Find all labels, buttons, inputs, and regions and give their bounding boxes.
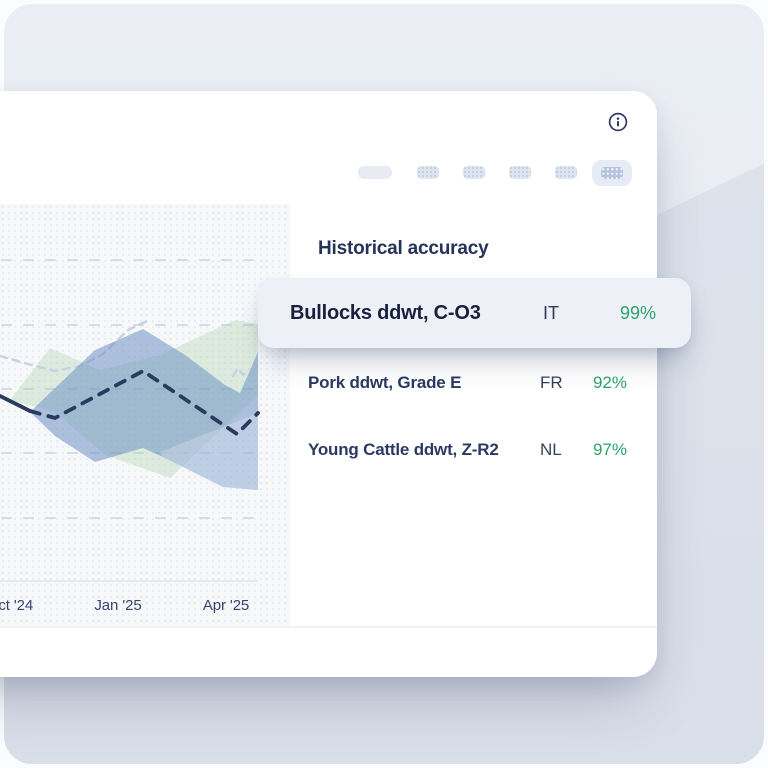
- accuracy-row-pork[interactable]: Pork ddwt, Grade E FR 92%: [290, 371, 657, 395]
- forecast-card: Oct '24 Jan '25 Apr '25 Historical accur…: [0, 91, 691, 677]
- toolbar-item-1[interactable]: [358, 166, 392, 179]
- x-axis-label-oct24: Oct '24: [0, 597, 34, 614]
- footer-divider: [0, 626, 657, 628]
- historical-accuracy-panel: Historical accuracy Pork ddwt, Grade E F…: [290, 204, 657, 626]
- info-icon[interactable]: [608, 112, 628, 132]
- forecast-line-solid: [0, 394, 32, 413]
- accuracy-row-young-cattle[interactable]: Young Cattle ddwt, Z-R2 NL 97%: [290, 438, 657, 462]
- toolbar-item-3[interactable]: [463, 166, 485, 179]
- dotted-grid-icon: [601, 167, 623, 179]
- x-axis-label-apr25: Apr '25: [202, 597, 250, 614]
- row-accuracy: 97%: [592, 440, 627, 459]
- row-country: FR: [540, 373, 563, 392]
- chart-panel: Oct '24 Jan '25 Apr '25: [0, 204, 290, 626]
- confidence-band-blue: [30, 329, 258, 490]
- forecast-line-dashed: [28, 368, 260, 437]
- row-country: IT: [543, 303, 559, 323]
- row-accuracy: 92%: [592, 373, 627, 392]
- row-label: Young Cattle ddwt, Z-R2: [308, 440, 499, 459]
- forecast-chart: [0, 259, 260, 582]
- x-axis-label-jan25: Jan '25: [94, 597, 142, 614]
- row-accuracy: 99%: [619, 303, 656, 323]
- panel-title: Historical accuracy: [318, 238, 489, 259]
- toolbar-item-5[interactable]: [555, 166, 577, 179]
- toolbar-item-4[interactable]: [509, 166, 531, 179]
- row-label: Pork ddwt, Grade E: [308, 373, 462, 392]
- toolbar-item-6-active[interactable]: [592, 160, 632, 186]
- secondary-history-chevron: [231, 365, 250, 378]
- row-label: Bullocks ddwt, C-O3: [290, 302, 481, 324]
- row-country: NL: [540, 440, 562, 459]
- toolbar-item-2[interactable]: [417, 166, 439, 179]
- accuracy-row-bullocks-selected[interactable]: Bullocks ddwt, C-O3 IT 99%: [258, 278, 691, 348]
